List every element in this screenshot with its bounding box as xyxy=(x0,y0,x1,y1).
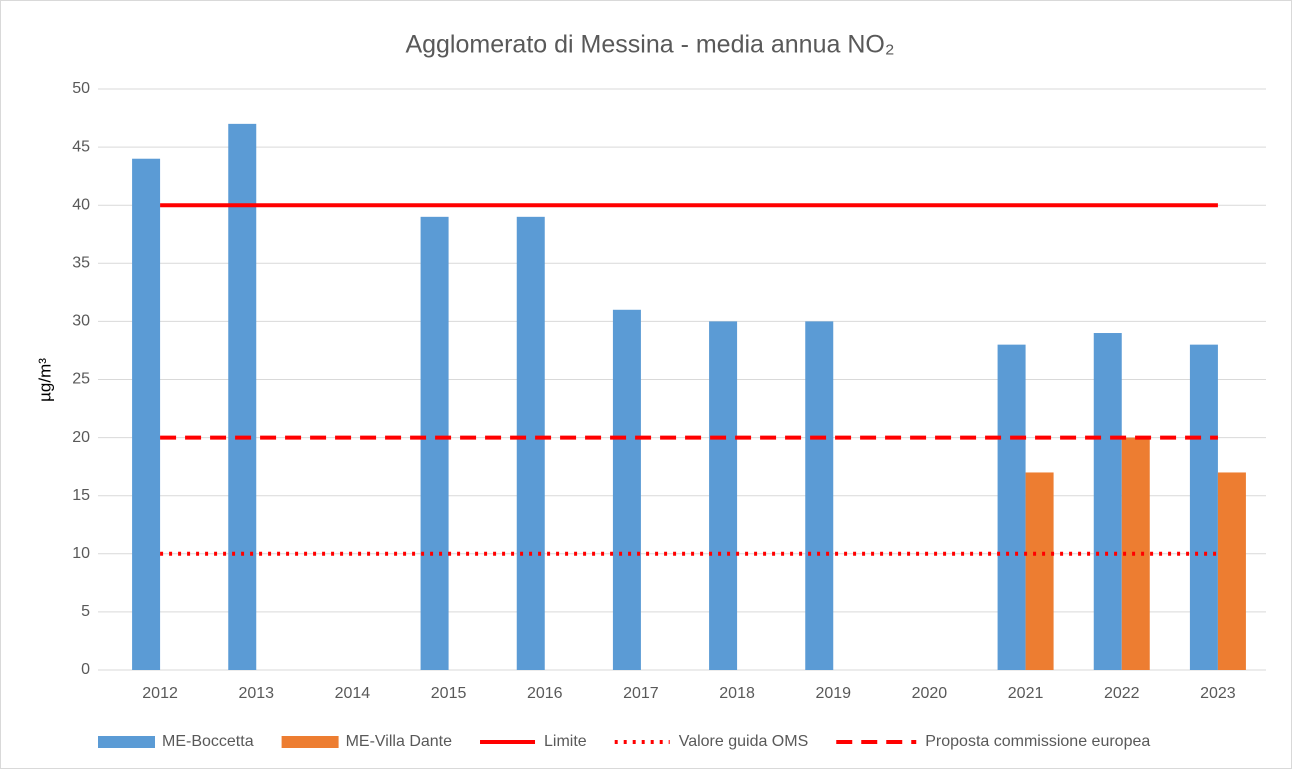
x-tick-label: 2022 xyxy=(1104,685,1140,702)
x-tick-label: 2020 xyxy=(912,685,948,702)
y-tick-label: 40 xyxy=(72,196,90,213)
x-tick-label: 2016 xyxy=(527,685,563,702)
bar xyxy=(805,321,834,670)
bar xyxy=(132,158,161,670)
y-tick-label: 5 xyxy=(81,603,90,620)
bar xyxy=(516,216,545,670)
bar xyxy=(228,123,257,671)
legend-swatch xyxy=(281,736,339,748)
y-tick-label: 15 xyxy=(72,487,90,504)
y-axis-label: µg/m³ xyxy=(35,358,54,402)
y-tick-label: 35 xyxy=(72,255,90,272)
y-tick-label: 10 xyxy=(72,545,90,562)
x-tick-label: 2023 xyxy=(1200,685,1236,702)
bar xyxy=(1217,472,1246,670)
bar xyxy=(1189,344,1218,670)
bar xyxy=(420,216,449,670)
y-tick-label: 0 xyxy=(81,661,90,678)
y-tick-label: 20 xyxy=(72,429,90,446)
chart-title: Agglomerato di Messina - media annua NO₂ xyxy=(405,31,894,59)
y-tick-label: 45 xyxy=(72,138,90,155)
x-tick-label: 2015 xyxy=(431,685,467,702)
bar xyxy=(612,309,641,670)
x-tick-label: 2019 xyxy=(815,685,851,702)
y-tick-label: 30 xyxy=(72,313,90,330)
legend-label: ME-Villa Dante xyxy=(346,733,453,750)
bar xyxy=(1025,472,1054,670)
bar xyxy=(1121,437,1150,670)
x-tick-label: 2012 xyxy=(142,685,178,702)
y-tick-label: 50 xyxy=(72,80,90,97)
bar xyxy=(1093,333,1122,670)
x-tick-label: 2013 xyxy=(238,685,274,702)
legend-label: Proposta commissione europea xyxy=(925,733,1150,750)
legend-label: Valore guida OMS xyxy=(679,733,809,750)
y-tick-label: 25 xyxy=(72,371,90,388)
x-tick-label: 2017 xyxy=(623,685,659,702)
legend-label: ME-Boccetta xyxy=(162,733,254,750)
legend-label: Limite xyxy=(544,733,587,750)
x-tick-label: 2018 xyxy=(719,685,755,702)
bar xyxy=(997,344,1026,670)
legend-swatch xyxy=(98,736,155,748)
bar xyxy=(709,321,738,670)
x-tick-label: 2014 xyxy=(335,685,371,702)
x-tick-label: 2021 xyxy=(1008,685,1044,702)
